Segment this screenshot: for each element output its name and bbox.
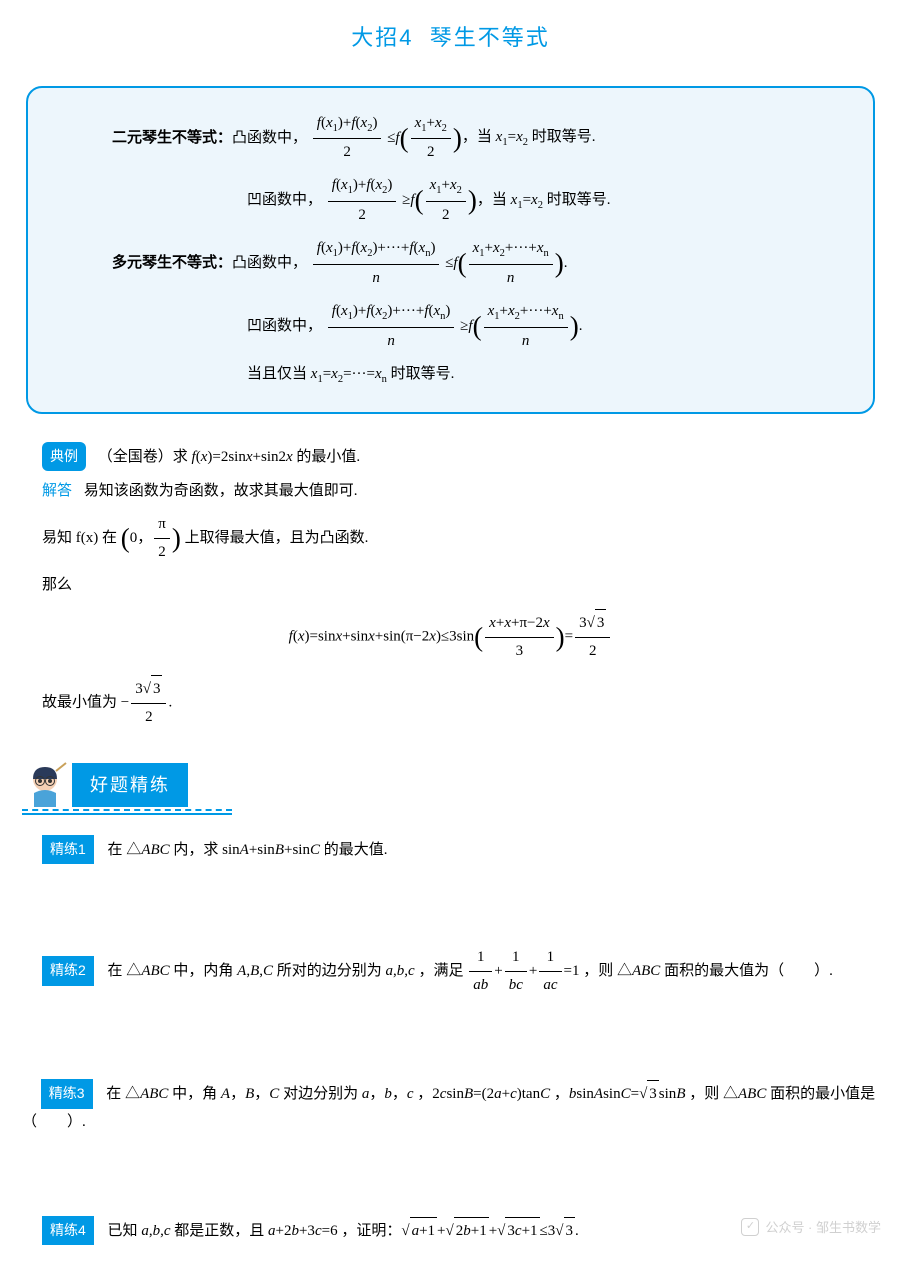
eq-cond-multi: 当且仅当 x1=x2=···=xn 时取等号.: [247, 366, 454, 382]
theory-bivariate-convex: 二元琴生不等式：凸函数中， f(x1)+f(x2)2 ≤f(x1+x22)，当 …: [52, 110, 849, 167]
watermark-text: 公众号 · 邹生书数学: [765, 1216, 881, 1239]
answer-label: 解答: [42, 482, 72, 499]
example-tag: 典例: [42, 442, 86, 471]
section-underline: [22, 809, 232, 815]
avatar-icon: [22, 761, 68, 807]
eq-cond-1: ，当 x1=x2 时取等号.: [462, 129, 596, 145]
practice-tag-2: 精练2: [42, 956, 94, 985]
practice-text-2: 在 △ABC 中，内角 A,B,C 所对的边分别为 a,b,c ，满足 1ab+…: [108, 963, 833, 979]
practice-tag-1: 精练1: [42, 835, 94, 864]
practice-text-3: 在 △ABC 中，角 A，B，C 对边分别为 a，b，c ，2csinB=(2a…: [22, 1086, 875, 1129]
example-source: （全国卷）: [98, 449, 173, 465]
theory-multivariate-convex: 多元琴生不等式：凸函数中， f(x1)+f(x2)+···+f(xn)n ≤f(…: [52, 235, 849, 292]
answer-line3: 那么: [42, 572, 859, 599]
theory-multivariate-concave: 凹函数中， f(x1)+f(x2)+···+f(xn)n ≥f(x1+x2+··…: [52, 298, 849, 355]
section-header: 好题精练: [22, 761, 879, 807]
title-number: 4: [399, 25, 413, 50]
bivariate-label: 二元琴生不等式：: [112, 128, 232, 145]
practice-tag-4: 精练4: [42, 1216, 94, 1245]
practice-text-1: 在 △ABC 内，求 sinA+sinB+sinC 的最大值.: [108, 842, 388, 858]
theory-box: 二元琴生不等式：凸函数中， f(x1)+f(x2)2 ≤f(x1+x22)，当 …: [26, 86, 875, 414]
answer-line2: 易知 f(x) 在 (0，π2) 上取得最大值，且为凸函数.: [42, 511, 859, 566]
practice-3: 精练3 在 △ABC 中，角 A，B，C 对边分别为 a，b，c ，2csinB…: [22, 1079, 879, 1135]
page-title: 大招4 琴生不等式: [22, 18, 879, 58]
practice-1: 精练1 在 △ABC 内，求 sinA+sinB+sinC 的最大值.: [42, 835, 879, 864]
eq-cond-2: ，当 x1=x2 时取等号.: [477, 192, 611, 208]
wechat-icon: ✓: [741, 1218, 759, 1236]
title-name: 琴生不等式: [430, 25, 550, 50]
section-title: 好题精练: [72, 763, 188, 807]
answer-line1: 解答 易知该函数为奇函数，故求其最大值即可.: [42, 477, 859, 505]
example-conclusion: 故最小值为 −3√32.: [42, 675, 859, 731]
example-problem: 典例 （全国卷）求 f(x)=2sinx+sin2x 的最小值.: [42, 442, 859, 471]
practice-text-4: 已知 a,b,c 都是正数，且 a+2b+3c=6 ，证明：√a+1+√2b+1…: [108, 1223, 579, 1239]
example-block: 典例 （全国卷）求 f(x)=2sinx+sin2x 的最小值. 解答 易知该函…: [42, 442, 859, 731]
concave-prefix-2: 凹函数中，: [247, 318, 322, 334]
convex-prefix: 凸函数中，: [232, 129, 307, 145]
theory-bivariate-concave: 凹函数中， f(x1)+f(x2)2 ≥f(x1+x22)，当 x1=x2 时取…: [52, 172, 849, 229]
example-formula: f(x)=sinx+sinx+sin(π−2x)≤3sin(x+x+π−2x3)…: [42, 609, 859, 665]
title-prefix: 大招: [351, 25, 399, 50]
theory-eq-condition: 当且仅当 x1=x2=···=xn 时取等号.: [52, 361, 849, 390]
convex-prefix-2: 凸函数中，: [232, 255, 307, 271]
concave-prefix-1: 凹函数中，: [247, 192, 322, 208]
practice-2: 精练2 在 △ABC 中，内角 A,B,C 所对的边分别为 a,b,c ，满足 …: [42, 944, 879, 999]
multivariate-label: 多元琴生不等式：: [112, 254, 232, 271]
practice-tag-3: 精练3: [41, 1079, 93, 1108]
watermark: ✓ 公众号 · 邹生书数学: [741, 1216, 881, 1239]
